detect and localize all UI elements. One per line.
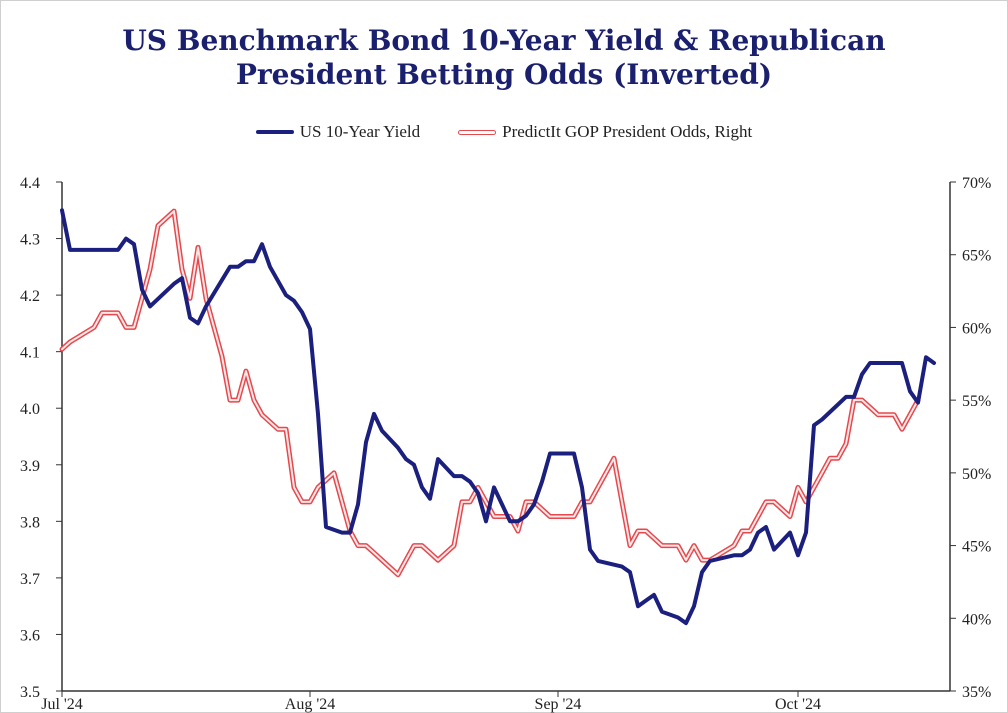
x-tick-label: Aug '24 xyxy=(285,696,335,713)
left-tick-label: 4.2 xyxy=(20,288,40,305)
right-tick-label: 40% xyxy=(962,611,991,628)
left-tick-label: 4.0 xyxy=(20,401,40,418)
legend-item-yield: US 10-Year Yield xyxy=(255,122,421,142)
legend-swatch-odds xyxy=(458,129,497,135)
left-tick-label: 4.4 xyxy=(20,175,40,192)
chart-title-line-2: President Betting Odds (Inverted) xyxy=(235,58,773,91)
left-axis-ticks: 3.5 3.6 3.7 3.8 3.9 4.0 4.1 4.2 4.3 4.4 xyxy=(20,175,62,701)
legend-label-yield: US 10-Year Yield xyxy=(299,122,421,141)
series-layer xyxy=(59,208,936,626)
right-tick-label: 55% xyxy=(962,393,991,410)
right-axis-ticks: 35% 40% 45% 50% 55% 60% 65% 70% xyxy=(950,175,991,701)
right-tick-label: 65% xyxy=(962,248,991,265)
left-tick-label: 3.5 xyxy=(20,684,40,701)
series-line-odds xyxy=(61,210,919,576)
right-tick-label: 45% xyxy=(962,539,991,556)
left-tick-label: 4.3 xyxy=(20,232,40,249)
legend-swatch-yield xyxy=(255,130,294,134)
x-axis-ticks: Jul '24 Aug '24 Sep '24 Oct '24 xyxy=(41,691,821,713)
legend-label-odds: PredictIt GOP President Odds, Right xyxy=(502,122,753,141)
x-tick-label: Oct '24 xyxy=(775,696,821,713)
left-tick-label: 3.8 xyxy=(20,514,40,531)
chart-title-line-1: US Benchmark Bond 10-Year Yield & Republ… xyxy=(122,24,886,57)
chart-legend: US 10-Year Yield PredictIt GOP President… xyxy=(0,122,1008,142)
left-tick-label: 3.6 xyxy=(20,627,40,644)
right-tick-label: 50% xyxy=(962,466,991,483)
series-line-yield xyxy=(60,208,936,626)
series-line-odds-outline xyxy=(59,208,921,578)
left-tick-label: 3.7 xyxy=(20,571,40,588)
left-tick-label: 3.9 xyxy=(20,458,40,475)
chart-title: US Benchmark Bond 10-Year Yield & Republ… xyxy=(0,24,1008,92)
right-tick-label: 35% xyxy=(962,684,991,701)
x-tick-label: Jul '24 xyxy=(41,696,83,713)
right-tick-label: 70% xyxy=(962,175,991,192)
left-tick-label: 4.1 xyxy=(20,345,40,362)
legend-item-odds: PredictIt GOP President Odds, Right xyxy=(458,122,752,142)
x-tick-label: Sep '24 xyxy=(535,696,582,713)
right-tick-label: 60% xyxy=(962,320,991,337)
